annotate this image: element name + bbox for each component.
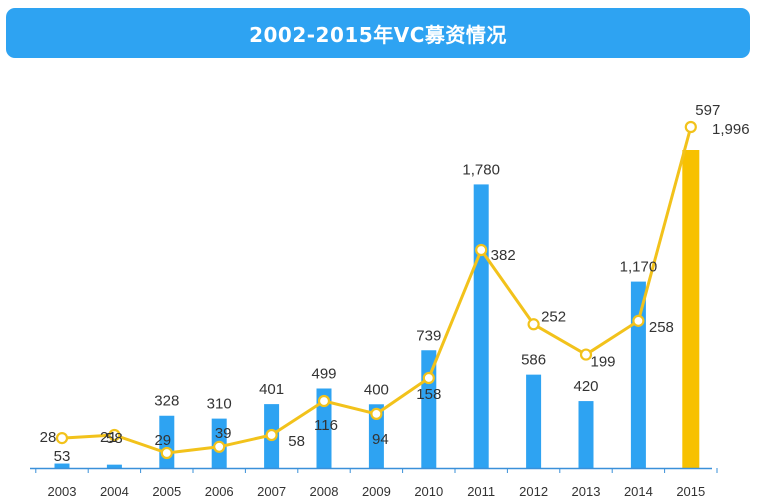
x-tick-label: 2011 — [467, 484, 495, 499]
x-tick-label: 2015 — [676, 484, 705, 499]
bar-2008 — [316, 388, 332, 468]
line-value-label: 53 — [54, 448, 71, 465]
bar-2003 — [54, 463, 70, 468]
bar-value-label: 21 — [100, 429, 117, 446]
x-tick-label: 2008 — [310, 484, 339, 499]
line-point-2004 — [108, 428, 121, 442]
bar-value-label: 1,996 — [712, 121, 750, 138]
bar-2009 — [368, 404, 384, 468]
x-tick-label: 2004 — [100, 484, 129, 499]
bar-value-label: 28 — [40, 429, 57, 446]
line-point-2015 — [684, 120, 697, 134]
line-point-2007 — [265, 428, 278, 442]
line-point-2006 — [213, 440, 226, 453]
bar-value-label: 1,170 — [620, 259, 658, 276]
bar-value-label: 328 — [154, 393, 179, 410]
x-tick-label: 2007 — [257, 484, 286, 499]
line-value-label: 158 — [416, 386, 441, 403]
bar-2015 — [682, 150, 700, 468]
bar-value-label: 420 — [573, 378, 598, 395]
bar-2004 — [106, 464, 122, 468]
line-value-label: 58 — [288, 433, 305, 450]
line-point-2005 — [160, 446, 173, 460]
x-tick-label: 2012 — [519, 484, 548, 499]
bar-value-label: 310 — [207, 396, 232, 413]
line-point-2013 — [579, 348, 593, 361]
line-point-2003 — [55, 432, 69, 445]
line-point-2010 — [422, 371, 435, 385]
bar-value-label: 1,780 — [462, 161, 500, 178]
line-value-label: 258 — [649, 319, 674, 336]
bar-2011 — [473, 184, 489, 468]
x-tick-label: 2003 — [48, 484, 77, 499]
line-value-label: 382 — [491, 247, 516, 264]
bar-value-label: 739 — [416, 327, 441, 344]
line-value-label: 199 — [590, 354, 615, 371]
bar-value-label: 400 — [364, 381, 389, 398]
line-point-2008 — [317, 394, 331, 408]
x-tick-label: 2014 — [624, 484, 653, 499]
bar-value-label: 401 — [259, 381, 284, 398]
bar-value-label: 499 — [311, 366, 336, 383]
x-tick-label: 2013 — [572, 484, 601, 499]
bar-2013 — [578, 401, 594, 468]
x-tick-label: 2005 — [152, 484, 181, 499]
x-tick-label: 2009 — [362, 484, 391, 499]
bar-value-label: 586 — [521, 352, 546, 369]
chart-title: 2002-2015年VC募资情况 — [249, 22, 507, 47]
line-value-label: 597 — [695, 102, 720, 119]
line-value-label: 116 — [314, 417, 338, 434]
line-point-2014 — [632, 314, 645, 327]
x-tick-label: 2010 — [414, 484, 443, 499]
line-value-label: 94 — [372, 431, 389, 448]
line-point-2012 — [527, 318, 540, 331]
line-value-label: 58 — [106, 430, 123, 447]
bar-2014 — [630, 281, 646, 468]
line-value-label: 29 — [154, 432, 171, 449]
line-value-label: 252 — [541, 308, 566, 325]
line-point-2011 — [475, 243, 488, 257]
bar-2012 — [526, 374, 542, 468]
x-tick-label: 2006 — [205, 484, 234, 499]
chart-title-bar: 2002-2015年VC募资情况 — [6, 8, 750, 58]
line-value-label: 39 — [215, 425, 232, 442]
line-point-2009 — [370, 407, 383, 420]
